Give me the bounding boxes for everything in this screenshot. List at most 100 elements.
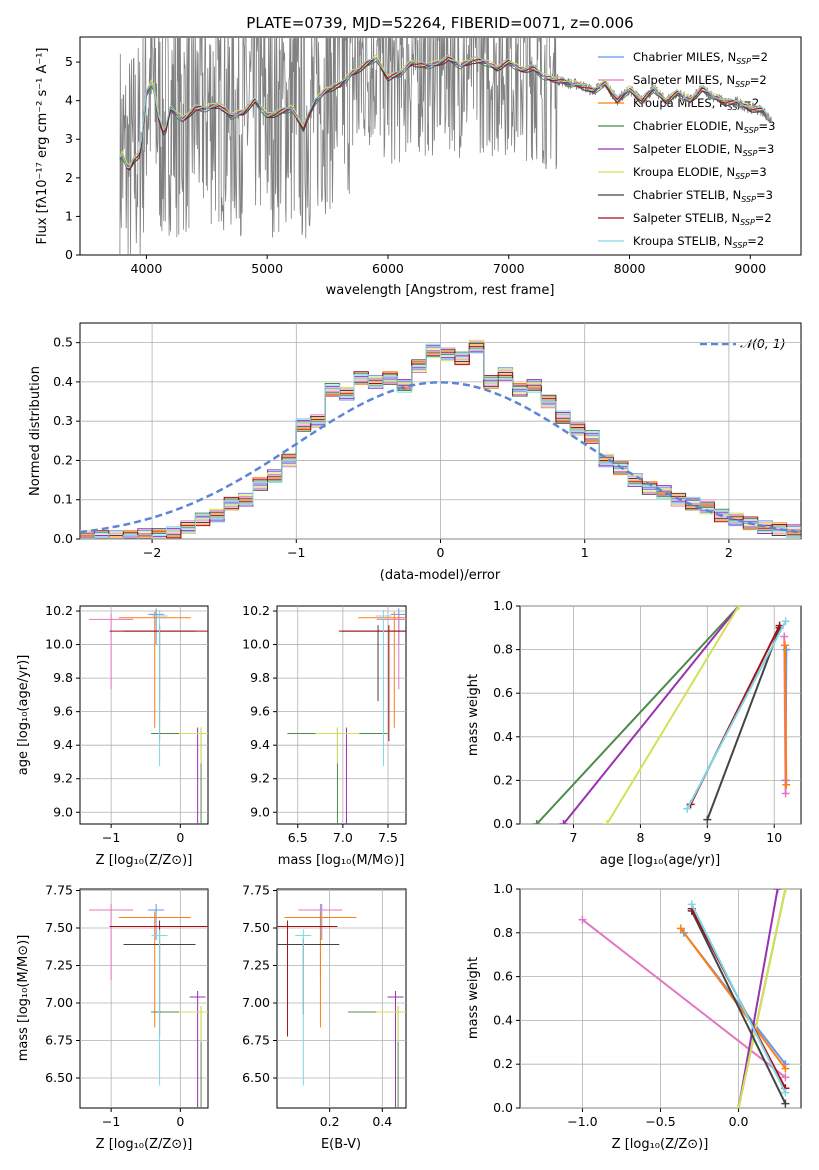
spectrum-xtick-label: 8000 <box>614 261 646 276</box>
legend-label: Kroupa STELIB, NSSP=2 <box>633 234 764 250</box>
legend-label: Chabrier ELODIE, NSSP=3 <box>633 119 775 135</box>
mass-vs-ebv-ytick-label: 7.75 <box>242 883 270 898</box>
mass-vs-ebv-xlabel: E(B-V) <box>321 1137 361 1152</box>
mass-vs-ebv-ytick-label: 7.00 <box>242 995 270 1010</box>
weight-vs-age-xtick-label: 10 <box>766 830 782 845</box>
weight-vs-age-ytick-label: 0.8 <box>493 642 513 657</box>
weight-vs-z-ytick-label: 0.4 <box>493 1012 513 1027</box>
spectrum-legend: Chabrier MILES, NSSP=2 Salpeter MILES, NS… <box>598 50 775 250</box>
weight-vs-z-ylabel: mass weight <box>466 957 481 1039</box>
weight-vs-z-series-line <box>581 918 787 1079</box>
age-vs-z-xtick-label: 0 <box>176 830 184 845</box>
mass-vs-ebv-xtick-label: 0.4 <box>372 1114 392 1129</box>
age-vs-z-ytick-label: 9.8 <box>53 670 73 685</box>
legend-label: Chabrier MILES, NSSP=2 <box>633 50 768 66</box>
weight-vs-age-plot-area <box>532 606 791 824</box>
spectrum-xtick-label: 7000 <box>493 261 525 276</box>
weight-vs-age-series-line <box>606 606 740 824</box>
weight-vs-z-series-line <box>737 889 779 1108</box>
residuals-xtick-label: −2 <box>143 545 161 560</box>
age-vs-z-ytick-label: 10.2 <box>45 603 73 618</box>
weight-vs-z-ytick-label: 1.0 <box>493 881 513 896</box>
weight-vs-age-xtick-label: 7 <box>570 830 578 845</box>
mass-vs-z-ytick-label: 7.00 <box>45 995 73 1010</box>
weight-vs-age-ytick-label: 0.4 <box>493 729 513 744</box>
mass-vs-ebv-axes: 0.2 0.4 6.50 6.75 7.00 7.25 7.50 7.75 <box>242 883 406 1129</box>
age-vs-mass-ytick-label: 9.6 <box>250 704 270 719</box>
age-vs-z-xlabel: Z [log₁₀(Z/Z⊙)] <box>96 853 193 868</box>
mass-vs-ebv-ytick-label: 7.50 <box>242 920 270 935</box>
age-vs-mass-frame <box>276 605 407 825</box>
mass-vs-z-axes: −1 0 6.50 6.75 7.00 7.25 7.50 7.75 <box>45 883 208 1129</box>
legend-label: Kroupa ELODIE, NSSP=3 <box>633 165 767 181</box>
residuals-ytick-label: 0.4 <box>53 374 73 389</box>
spectrum-ytick-label: 4 <box>65 93 73 108</box>
residuals-ytick-label: 0.2 <box>53 452 73 467</box>
spectrum-xtick-label: 9000 <box>734 261 766 276</box>
weight-vs-z-series-line <box>737 889 787 1108</box>
age-vs-mass-plot-area <box>287 608 406 824</box>
mass-vs-z-panel: Z [log₁₀(Z/Z⊙)] mass [log₁₀(M/M⊙)] <box>16 888 209 1152</box>
weight-vs-age-series-line <box>535 606 740 824</box>
age-vs-z-panel: Z [log₁₀(Z/Z⊙)] age [log₁₀(age/yr)] <box>16 605 209 868</box>
weight-vs-age-series-line <box>562 606 740 824</box>
weight-vs-age-series-line <box>783 645 788 785</box>
residuals-ytick-label: 0.0 <box>53 531 73 546</box>
weight-vs-z-axes: −1.0 −0.5 0.0 0.0 0.2 0.4 0.6 0.8 1.0 <box>493 881 801 1129</box>
age-vs-mass-xtick-label: 7.0 <box>333 830 353 845</box>
mass-vs-ebv-xtick-label: 0.2 <box>320 1114 340 1129</box>
weight-vs-z-xtick-label: −1.0 <box>567 1114 597 1129</box>
legend-label: Salpeter STELIB, NSSP=2 <box>633 211 772 227</box>
age-vs-z-frame <box>79 605 209 825</box>
spectrum-ytick-label: 5 <box>65 54 73 69</box>
weight-vs-z-series-line <box>690 910 787 1105</box>
age-vs-mass-xtick-label: 7.5 <box>378 830 398 845</box>
spectrum-ylabel: Flux [fλ10⁻¹⁷ erg cm⁻² s⁻¹ A⁻¹] <box>35 48 50 245</box>
spectrum-axes: 4000 5000 6000 7000 8000 9000 0 1 2 3 4 5 <box>65 54 766 276</box>
residuals-axes: −2 −1 0 1 2 0.0 0.1 0.2 0.3 0.4 0.5 <box>53 323 801 560</box>
age-vs-mass-ytick-label: 9.8 <box>250 670 270 685</box>
residuals-ytick-label: 0.5 <box>53 335 73 350</box>
residuals-ytick-label: 0.1 <box>53 492 73 507</box>
age-vs-z-ytick-label: 9.4 <box>53 737 73 752</box>
age-vs-z-axes: −1 0 9.0 9.2 9.4 9.6 9.8 10.0 10.2 <box>45 603 208 845</box>
weight-vs-z-ytick-label: 0.0 <box>493 1100 513 1115</box>
spectrum-xtick-label: 4000 <box>131 261 163 276</box>
age-vs-mass-panel: mass [log₁₀(M/M⊙)] <box>276 605 407 868</box>
age-vs-z-ytick-label: 10.0 <box>45 637 73 652</box>
spectrum-panel: wavelength [Angstrom, rest frame] Flux [… <box>35 36 802 298</box>
age-vs-z-plot-area <box>89 608 208 824</box>
age-vs-mass-axes: 6.5 7.0 7.5 9.0 9.2 9.4 9.6 9.8 10.0 10.2 <box>242 603 406 845</box>
mass-vs-z-ytick-label: 7.25 <box>45 958 73 973</box>
residuals-plot-area <box>80 339 801 539</box>
legend-label: Salpeter ELODIE, NSSP=3 <box>633 142 774 158</box>
weight-vs-z-xlabel: Z [log₁₀(Z/Z⊙)] <box>612 1137 709 1152</box>
age-vs-mass-ytick-label: 9.0 <box>250 804 270 819</box>
residuals-xlabel: (data-model)/error <box>380 568 501 583</box>
mass-vs-ebv-frame <box>276 888 407 1109</box>
mass-vs-z-ytick-label: 6.50 <box>45 1070 73 1085</box>
legend-label: Salpeter MILES, NSSP=2 <box>633 73 767 89</box>
age-vs-z-ytick-label: 9.2 <box>53 771 73 786</box>
mass-vs-ebv-ytick-label: 6.75 <box>242 1033 270 1048</box>
weight-vs-z-xtick-label: 0.0 <box>729 1114 749 1129</box>
mass-vs-ebv-ytick-label: 7.25 <box>242 958 270 973</box>
spectrum-xtick-label: 6000 <box>372 261 404 276</box>
residuals-xtick-label: 0 <box>437 545 445 560</box>
weight-vs-z-ytick-label: 0.2 <box>493 1056 513 1071</box>
figure-title: PLATE=0739, MJD=52264, FIBERID=0071, z=0… <box>246 14 633 32</box>
weight-vs-age-series-line <box>686 620 787 810</box>
weight-vs-age-xtick-label: 9 <box>703 830 711 845</box>
weight-vs-z-xtick-label: −0.5 <box>645 1114 675 1129</box>
age-vs-mass-ytick-label: 10.0 <box>242 637 270 652</box>
weight-vs-age-ytick-label: 1.0 <box>493 598 513 613</box>
mass-vs-z-ylabel: mass [log₁₀(M/M⊙)] <box>16 935 31 1062</box>
spectrum-model-line <box>119 54 770 166</box>
age-vs-z-ylabel: age [log₁₀(age/yr)] <box>16 655 31 776</box>
weight-vs-z-ytick-label: 0.8 <box>493 925 513 940</box>
weight-vs-age-axes: 7 8 9 10 0.0 0.2 0.4 0.6 0.8 1.0 <box>493 598 801 845</box>
spectrum-model-line <box>119 54 771 169</box>
mass-vs-z-ytick-label: 6.75 <box>45 1033 73 1048</box>
age-vs-z-ytick-label: 9.0 <box>53 804 73 819</box>
